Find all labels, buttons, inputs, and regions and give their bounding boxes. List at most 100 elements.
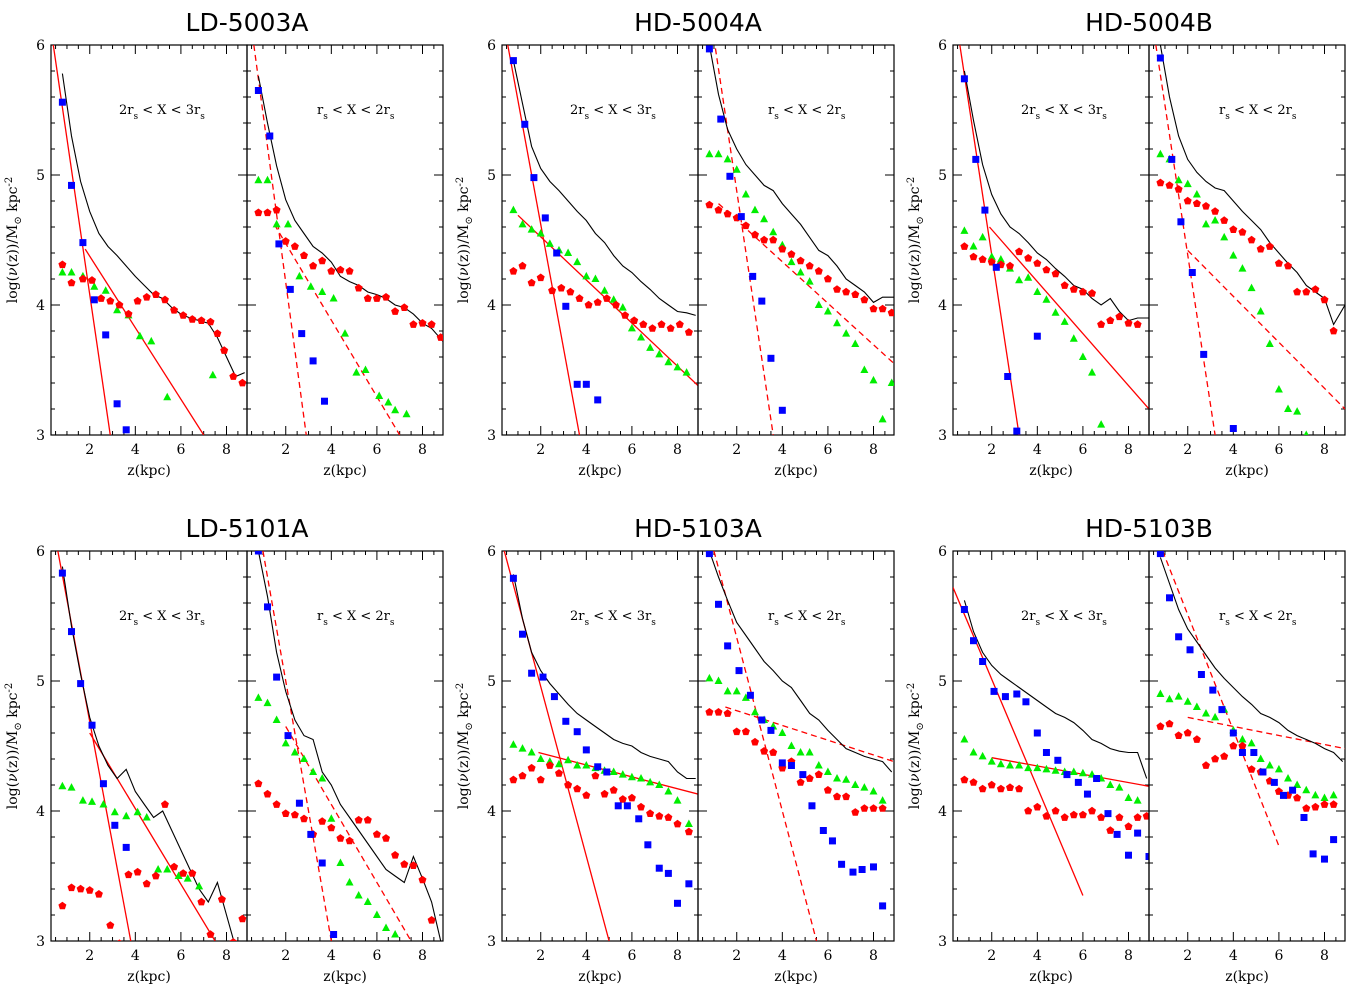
green-triangle-point [869,375,878,384]
blue-square-point [307,830,315,838]
green-triangle-point [842,329,851,337]
red-pentagon-point [684,328,693,336]
red-pentagon-point [655,812,664,820]
green-triangle-point [1229,251,1238,259]
red-pentagon-point [272,800,281,808]
x-tick-label: 6 [1078,948,1087,964]
fit-line [959,45,1020,435]
blue-square-point [122,426,130,434]
red-pentagon-point [869,804,878,812]
blue-square-point [819,827,827,834]
green-triangle-point [842,775,851,783]
green-triangle-point [142,813,151,821]
blue-square-point [1033,332,1041,340]
x-tick-label: 6 [176,442,185,458]
blue-square-point [1250,749,1258,756]
green-triangle-point [564,755,573,764]
green-triangle-point [682,368,691,376]
green-triangle-point [723,686,732,695]
red-pentagon-point [290,810,299,819]
range-label: rs < X < 2rs [1219,609,1297,628]
blue-square-point [758,716,766,724]
red-pentagon-point [1060,813,1069,821]
green-triangle-point [1051,308,1060,316]
red-pentagon-point [94,890,103,898]
red-pentagon-point [1156,178,1165,187]
red-pentagon-point [1183,728,1192,737]
green-triangle-point [655,349,664,358]
blue-square-point [102,331,110,339]
x-tick-label: 4 [327,442,336,458]
red-pentagon-point [161,800,169,808]
range-label: rs < X < 2rs [768,609,846,628]
plot-frame [1148,44,1346,436]
y-tick-label: 6 [36,544,45,560]
red-pentagon-point [1174,731,1183,739]
green-triangle-point [673,796,682,804]
red-pentagon-point [300,814,308,823]
range-label: 2rs < X < 3rs [119,103,205,122]
red-pentagon-point [814,770,823,778]
blue-square-point [1289,786,1297,794]
green-triangle-point [254,693,263,701]
green-triangle-point [723,154,732,163]
red-pentagon-point [1211,207,1220,215]
red-pentagon-point [723,709,732,717]
green-triangle-point [805,748,814,756]
x-tick-label: 8 [673,442,682,458]
x-tick-label: 8 [222,948,231,964]
blue-square-point [1156,551,1164,558]
x-tick-label: 8 [1124,948,1133,964]
red-pentagon-point [823,786,832,794]
blue-square-point [1124,851,1132,859]
green-triangle-point [673,362,682,371]
x-tick-label: 8 [1320,442,1329,458]
red-pentagon-point [1033,802,1042,811]
green-triangle-point [88,797,97,805]
x-tick-label: 2 [281,948,290,964]
red-pentagon-point [1202,761,1210,769]
blue-square-point [1300,814,1308,821]
fit-line [89,732,216,941]
green-triangle-point [1274,385,1283,393]
blue-square-point [1022,698,1030,706]
blue-square-point [758,297,766,305]
blue-square-point [521,120,529,128]
red-pentagon-point [197,897,206,906]
red-pentagon-point [591,771,600,780]
green-triangle-point [1284,404,1293,412]
green-triangle-point [609,295,618,303]
red-pentagon-point [1265,242,1274,250]
blue-square-point [1042,749,1050,756]
red-pentagon-point [1060,281,1069,289]
red-pentagon-point [400,860,409,868]
red-pentagon-point [88,276,96,284]
red-pentagon-point [1256,244,1265,253]
blue-square-point [530,174,538,182]
green-triangle-point [354,891,363,899]
blue-square-point [77,680,85,688]
green-triangle-point [769,227,778,236]
red-pentagon-point [1024,806,1033,815]
total-profile-line [512,60,696,316]
plot-area [953,587,1149,896]
blue-square-point [550,693,558,701]
red-pentagon-point [996,784,1005,793]
blue-square-point [286,285,294,293]
red-pentagon-point [124,870,133,879]
red-pentagon-point [714,205,723,214]
green-triangle-point [1024,763,1033,772]
red-pentagon-point [133,867,142,876]
blue-square-point [1166,594,1174,602]
x-tick-label: 4 [778,948,787,964]
x-axis-label: z(kpc) [774,463,818,479]
red-pentagon-point [851,290,860,298]
green-triangle-point [1247,738,1256,747]
green-triangle-point [637,774,646,782]
red-pentagon-point [978,255,987,263]
x-axis-label: z(kpc) [323,969,367,985]
subpanel-right: 2 4 6 8 z(kpc) rs < X < 2rs [246,550,444,985]
blue-square-point [1175,633,1183,641]
blue-square-point [573,380,581,388]
green-triangle-point [987,757,996,765]
